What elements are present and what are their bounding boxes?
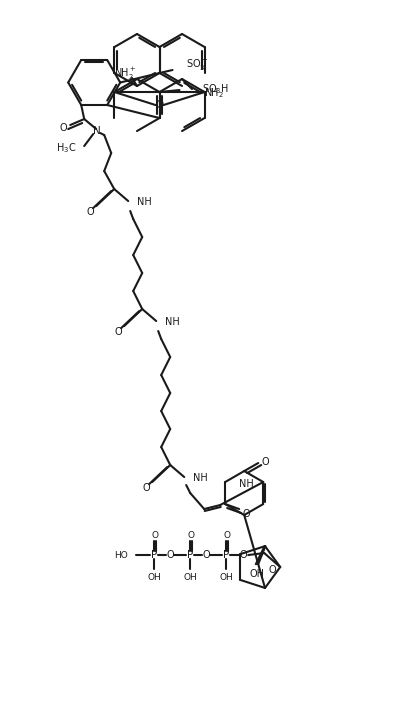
Text: O: O [86, 207, 94, 217]
Text: O: O [202, 550, 209, 560]
Text: O: O [268, 566, 276, 576]
Text: O: O [239, 550, 246, 560]
Text: P: P [151, 550, 157, 560]
Text: NH$_2$: NH$_2$ [204, 86, 224, 100]
Text: OH: OH [183, 572, 196, 582]
Text: SO$_3^-$: SO$_3^-$ [185, 57, 207, 71]
Text: O: O [166, 550, 174, 560]
Text: NH: NH [165, 317, 179, 327]
Text: H$_3$C: H$_3$C [56, 141, 76, 155]
Text: O: O [187, 531, 194, 539]
Text: OH: OH [147, 572, 161, 582]
Text: O: O [242, 509, 249, 519]
Text: OH: OH [219, 572, 232, 582]
Text: HO: HO [114, 550, 128, 560]
Text: N: N [93, 126, 101, 136]
Text: O: O [114, 327, 122, 337]
Text: P: P [222, 550, 229, 560]
Text: NH: NH [193, 473, 207, 483]
Text: O: O [59, 123, 67, 133]
Text: SO$_3$H: SO$_3$H [201, 82, 228, 96]
Text: OH: OH [249, 569, 264, 579]
Text: NH: NH [137, 197, 151, 207]
Text: O: O [223, 531, 230, 539]
Text: NH: NH [239, 479, 253, 489]
Text: O: O [151, 531, 158, 539]
Text: O: O [155, 100, 163, 110]
Text: O: O [261, 457, 269, 467]
Text: O: O [142, 483, 150, 493]
Text: NH$_2^+$: NH$_2^+$ [113, 66, 136, 82]
Text: P: P [187, 550, 193, 560]
